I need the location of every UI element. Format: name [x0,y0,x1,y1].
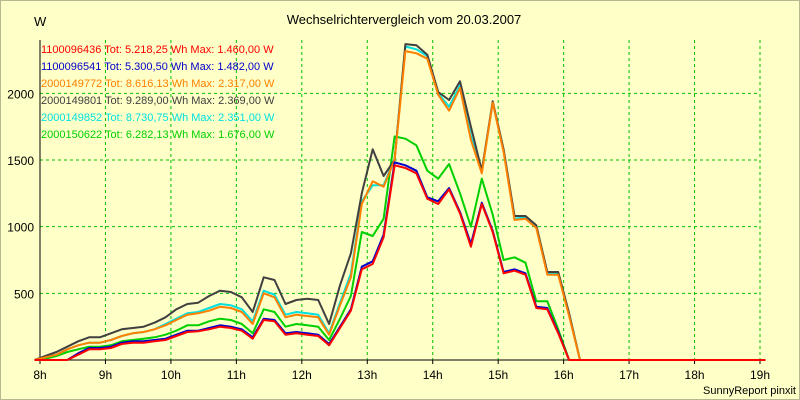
y-tick-label-1000: 1000 [7,221,34,235]
legend-entry-4: 2000149801 Tot: 9.289,00 Wh Max: 2.369,0… [41,95,275,107]
legend-entry-3: 2000149772 Tot: 8.616,13 Wh Max: 2.317,0… [41,78,275,90]
x-tick-label-9h: 9h [99,368,112,382]
legend-entry-2: 1100096541 Tot: 5.300,50 Wh Max: 1.482,0… [41,61,274,73]
series-line-2 [34,161,766,361]
legend-entry-6: 2000150622 Tot: 6.282,13 Wh Max: 1.676,0… [41,129,275,141]
series-line-4 [34,43,766,361]
legend-entry-1: 1100096436 Tot: 5.218,25 Wh Max: 1.460,0… [41,44,274,56]
y-axis-unit: W [34,14,47,29]
x-tick-label-17h: 17h [619,368,639,382]
y-tick-label-500: 500 [14,287,34,301]
x-tick-label-14h: 14h [423,368,443,382]
series-line-1 [34,164,766,361]
x-tick-label-10h: 10h [161,368,181,382]
legend-entry-5: 2000149852 Tot: 8.730,75 Wh Max: 2.351,0… [41,112,275,124]
x-tick-label-13h: 13h [357,368,377,382]
x-tick-label-12h: 12h [292,368,312,382]
x-tick-label-19h: 19h [750,368,770,382]
x-tick-label-11h: 11h [227,368,246,382]
footer-credit: SunnyReport pinxit [703,385,796,397]
x-tick-label-18h: 18h [685,368,705,382]
chart-title: Wechselrichtervergleich vom 20.03.2007 [287,12,522,27]
x-tick-label-16h: 16h [554,368,574,382]
x-tick-label-15h: 15h [488,368,508,382]
x-tick-label-8h: 8h [33,368,46,382]
y-tick-label-1500: 1500 [7,154,34,168]
y-tick-label-2000: 2000 [7,87,34,101]
